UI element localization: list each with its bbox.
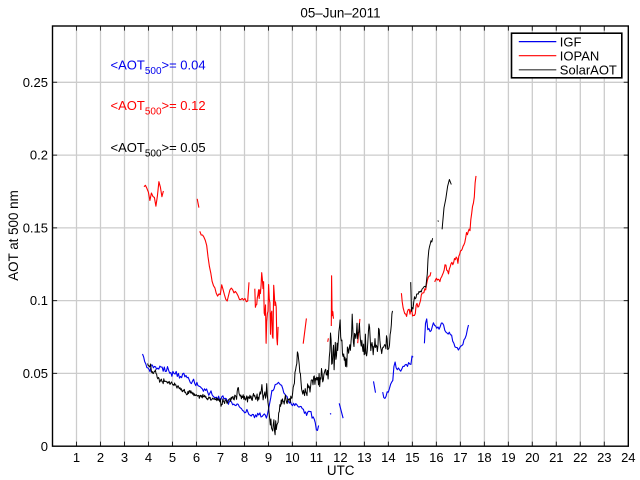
- svg-text:<AOT500>= 0.12: <AOT500>= 0.12: [111, 98, 206, 118]
- svg-text:3: 3: [121, 450, 128, 465]
- svg-text:IOPAN: IOPAN: [560, 48, 600, 63]
- svg-text:2: 2: [97, 450, 104, 465]
- svg-text:13: 13: [357, 450, 371, 465]
- svg-text:22: 22: [573, 450, 587, 465]
- svg-text:20: 20: [525, 450, 539, 465]
- svg-text:12: 12: [333, 450, 347, 465]
- svg-text:8: 8: [241, 450, 248, 465]
- svg-text:IGF: IGF: [560, 34, 582, 49]
- svg-text:14: 14: [381, 450, 395, 465]
- svg-text:6: 6: [193, 450, 200, 465]
- svg-text:9: 9: [265, 450, 272, 465]
- svg-text:7: 7: [217, 450, 224, 465]
- svg-text:05–Jun–2011: 05–Jun–2011: [300, 6, 380, 21]
- svg-text:24: 24: [621, 450, 635, 465]
- svg-text:0.25: 0.25: [23, 75, 48, 90]
- svg-text:4: 4: [145, 450, 152, 465]
- svg-text:15: 15: [405, 450, 419, 465]
- svg-text:SolarAOT: SolarAOT: [560, 63, 617, 78]
- svg-text:<AOT500>= 0.05: <AOT500>= 0.05: [111, 140, 206, 160]
- svg-text:11: 11: [310, 450, 324, 465]
- svg-text:23: 23: [597, 450, 611, 465]
- svg-text:0.2: 0.2: [30, 148, 48, 163]
- svg-text:1: 1: [73, 450, 80, 465]
- svg-text:19: 19: [501, 450, 515, 465]
- svg-text:17: 17: [453, 450, 467, 465]
- svg-text:10: 10: [285, 450, 299, 465]
- svg-text:18: 18: [477, 450, 491, 465]
- svg-text:16: 16: [429, 450, 443, 465]
- svg-text:0.05: 0.05: [23, 366, 48, 381]
- svg-text:<AOT500>= 0.04: <AOT500>= 0.04: [111, 57, 206, 77]
- svg-text:AOT at 500 nm: AOT at 500 nm: [6, 190, 21, 281]
- svg-text:5: 5: [169, 450, 176, 465]
- svg-text:UTC: UTC: [327, 463, 355, 478]
- svg-text:0.15: 0.15: [23, 221, 48, 236]
- svg-text:0: 0: [41, 439, 48, 454]
- svg-text:21: 21: [549, 450, 563, 465]
- svg-text:0.1: 0.1: [30, 293, 48, 308]
